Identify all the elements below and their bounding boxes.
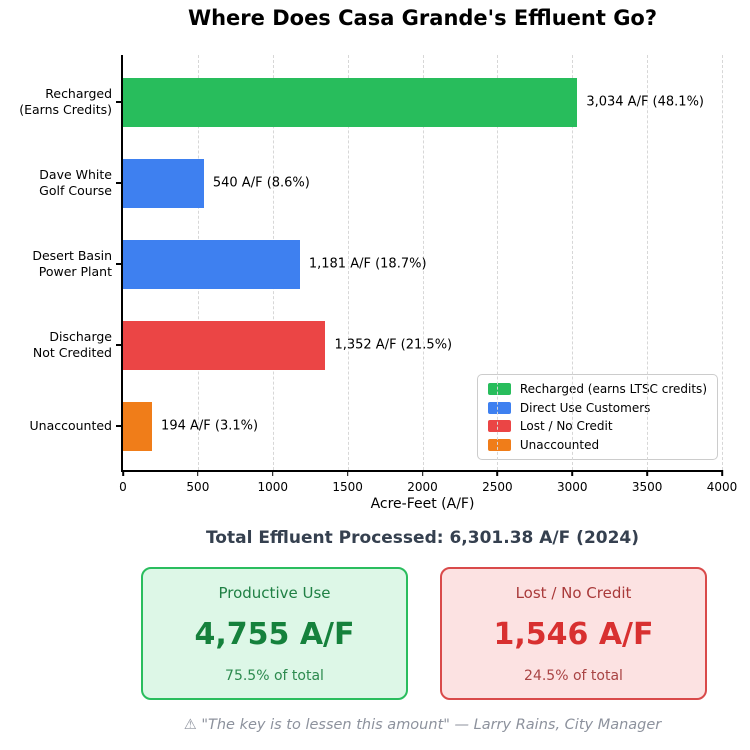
card-title: Productive Use	[218, 584, 331, 602]
footer-quote: ⚠ "The key is to lessen this amount" — L…	[123, 717, 722, 733]
x-tick-label: 1000	[257, 480, 289, 494]
total-effluent-subtitle: Total Effluent Processed: 6,301.38 A/F (…	[205, 528, 640, 548]
card-percent: 24.5% of total	[524, 668, 623, 684]
card-percent: 75.5% of total	[225, 668, 324, 684]
bar-value-label: 194 A/F (3.1%)	[161, 418, 259, 434]
category-label: Dave White Golf Course	[39, 167, 112, 198]
gridline	[347, 55, 349, 470]
x-tick-label: 2000	[407, 480, 438, 494]
x-tick	[571, 470, 574, 476]
y-tick	[116, 263, 123, 265]
card-value: 1,546 A/F	[493, 617, 654, 652]
productive-use-card: Productive Use 4,755 A/F 75.5% of total	[141, 567, 408, 700]
category-label: Unaccounted	[29, 418, 113, 433]
legend-label: Recharged (earns LTSC credits)	[519, 382, 707, 396]
x-axis-line	[121, 470, 722, 472]
legend-swatch	[487, 383, 511, 395]
x-tick	[122, 470, 124, 476]
bar	[123, 239, 300, 289]
y-tick	[116, 425, 123, 427]
card-value: 4,755 A/F	[194, 617, 355, 652]
x-tick	[646, 470, 648, 476]
legend-swatch	[487, 438, 511, 451]
gridline	[422, 55, 424, 470]
x-tick	[271, 470, 274, 476]
x-tick-label: 1500	[332, 480, 363, 494]
x-tick-label: 0	[119, 480, 127, 494]
x-tick	[197, 470, 199, 476]
legend-swatch	[487, 420, 511, 432]
legend: Recharged (earns LTSC credits) Direct Use…	[476, 374, 718, 460]
x-tick	[496, 470, 499, 476]
x-tick-label: 2500	[482, 480, 513, 494]
gridline	[647, 55, 649, 470]
gridline	[572, 55, 574, 470]
legend-item: Unaccounted	[487, 437, 707, 452]
chart-title: Where Does Casa Grande's Effluent Go?	[187, 6, 658, 30]
bar	[123, 401, 153, 451]
legend-item: Direct Use Customers	[487, 400, 707, 415]
legend-label: Direct Use Customers	[519, 400, 651, 415]
x-tick-label: 3000	[556, 480, 588, 494]
bar	[123, 77, 578, 127]
legend-swatch	[487, 401, 511, 414]
legend-label: Unaccounted	[519, 437, 600, 452]
category-label: Desert Basin Power Plant	[32, 248, 112, 279]
category-label: Discharge Not Credited	[32, 329, 112, 360]
gridline	[722, 55, 723, 470]
bar-value-label: 1,181 A/F (18.7%)	[308, 256, 427, 272]
quote-text: "The key is to lessen this amount" — Lar…	[201, 717, 662, 733]
y-tick	[116, 101, 123, 103]
bar	[123, 158, 204, 208]
x-tick	[421, 470, 424, 476]
y-tick	[116, 182, 123, 184]
bar	[123, 320, 326, 370]
bar-value-label: 1,352 A/F (21.5%)	[334, 337, 453, 353]
legend-item: Recharged (earns LTSC credits)	[487, 382, 707, 396]
bar-value-label: 540 A/F (8.6%)	[212, 175, 310, 191]
plot-area: Recharged (earns LTSC credits) Direct Use…	[19, 55, 737, 494]
x-tick-label: 4000	[706, 480, 738, 494]
category-label: Recharged (Earns Credits)	[19, 86, 112, 117]
gridline	[497, 55, 499, 470]
x-axis-label: Acre-Feet (A/F)	[370, 496, 475, 512]
x-tick	[346, 470, 349, 476]
legend-label: Lost / No Credit	[519, 419, 613, 433]
y-tick	[116, 344, 123, 346]
card-title: Lost / No Credit	[515, 584, 632, 602]
legend-item: Lost / No Credit	[487, 419, 707, 433]
x-tick-label: 500	[186, 480, 210, 494]
warning-icon: ⚠	[183, 717, 197, 733]
x-tick	[721, 470, 723, 476]
bar-value-label: 3,034 A/F (48.1%)	[586, 94, 705, 110]
x-tick-label: 3500	[631, 480, 663, 494]
lost-no-credit-card: Lost / No Credit 1,546 A/F 24.5% of tota…	[440, 567, 707, 700]
